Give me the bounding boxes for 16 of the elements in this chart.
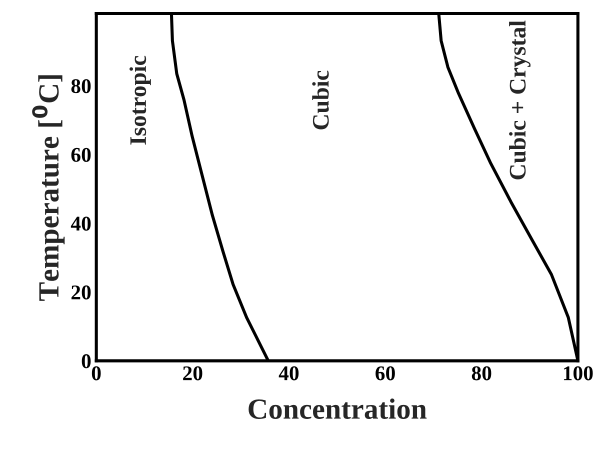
y-tick-label: 80 [71, 79, 91, 94]
x-tick-label: 100 [564, 366, 593, 380]
y-tick-label: 0 [82, 354, 91, 368]
annotation: Cubic + Crystal [509, 20, 531, 180]
x-axis-title: Concentration [248, 398, 427, 419]
x-tick-label: 0 [92, 366, 101, 380]
x-tick-label: 40 [278, 366, 299, 380]
x-tick-label: 80 [472, 366, 492, 380]
x-tick-label: 60 [376, 366, 395, 380]
y-tick-label: 40 [70, 216, 91, 231]
x-tick-label: 20 [183, 366, 202, 380]
annotation: Isotropic [129, 56, 151, 145]
annotation: Cubic [312, 70, 329, 130]
y-axis-title: Temperature [$^{0}$C] [32, 75, 65, 301]
y-tick-label: 60 [71, 148, 91, 162]
y-tick-label: 20 [72, 285, 91, 300]
